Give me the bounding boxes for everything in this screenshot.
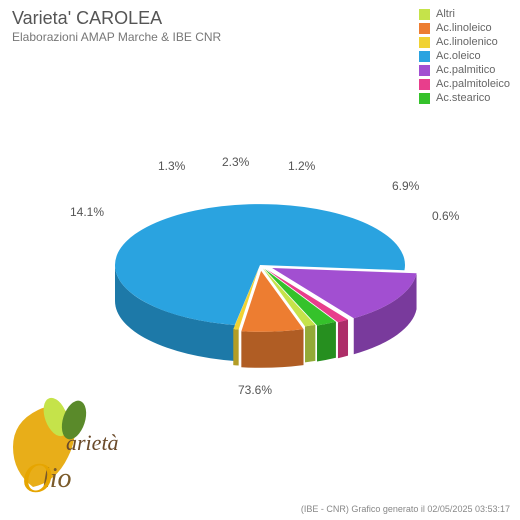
legend-item: Altri	[419, 8, 510, 20]
pie-side	[233, 329, 238, 365]
legend-label: Altri	[436, 8, 455, 20]
page-subtitle: Elaborazioni AMAP Marche & IBE CNR	[12, 30, 221, 44]
legend-swatch	[419, 37, 430, 48]
legend-label: Ac.linoleico	[436, 22, 492, 34]
legend-item: Ac.linolenico	[419, 36, 510, 48]
slice-label-oleico: 73.6%	[238, 383, 272, 397]
pie-side	[338, 320, 348, 359]
slice-label-linoleico: 6.9%	[392, 179, 419, 193]
slice-label-linolenico: 0.6%	[432, 209, 459, 223]
pie-side	[305, 325, 315, 363]
legend-item: Ac.linoleico	[419, 22, 510, 34]
legend-swatch	[419, 23, 430, 34]
footer-text: (IBE - CNR) Grafico generato il 02/05/20…	[301, 504, 510, 514]
pie-side	[317, 322, 336, 362]
slice-label-altri: 1.2%	[288, 159, 315, 173]
brand-logo: arietà lio O	[8, 392, 158, 502]
pie-chart: 73.6% 14.1% 1.3% 2.3% 1.2% 6.9% 0.6%	[0, 55, 520, 405]
svg-text:O: O	[22, 456, 52, 502]
slice-label-palmitoleico: 1.3%	[158, 159, 185, 173]
legend-label: Ac.linolenico	[436, 36, 498, 48]
slice-label-stearico: 2.3%	[222, 155, 249, 169]
pie-side	[241, 329, 303, 368]
svg-text:arietà: arietà	[66, 430, 119, 455]
slice-label-palmitico: 14.1%	[70, 205, 104, 219]
legend-swatch	[419, 9, 430, 20]
page-title: Varieta' CAROLEA	[12, 8, 162, 29]
